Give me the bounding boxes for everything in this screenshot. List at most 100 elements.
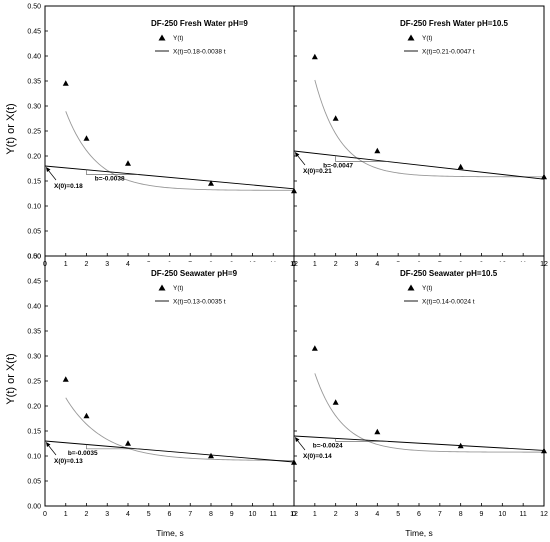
legend-background xyxy=(146,261,288,313)
y-tick-label: 0.05 xyxy=(27,229,41,236)
y-tick-label: 0.00 xyxy=(27,254,41,261)
data-point xyxy=(83,135,90,141)
x-tick-label: 0 xyxy=(292,511,296,518)
y-tick-label: 0.45 xyxy=(27,279,41,286)
x-tick-label: 3 xyxy=(105,511,109,518)
x-tick-label: 5 xyxy=(147,511,151,518)
panel-3: 0 1 2 3 4 5 6 7 8 9 10 11 120.000.050.100.150.200.25… xyxy=(27,254,298,519)
slope-label: b=-0.0024 xyxy=(313,442,343,449)
x-tick-label: 6 xyxy=(417,511,421,518)
data-point xyxy=(457,163,464,170)
data-point xyxy=(541,447,547,454)
x-tick-label: 4 xyxy=(375,261,379,268)
y-axis-title-bottom: Y(t) or X(t) xyxy=(5,353,17,404)
data-point xyxy=(208,180,214,186)
x-tick-label: 1 xyxy=(313,511,317,518)
fit-curve xyxy=(314,79,544,178)
data-point xyxy=(311,53,318,60)
y-tick-label: 0.20 xyxy=(27,404,41,411)
data-point xyxy=(62,376,69,382)
x-tick-label: 2 xyxy=(334,261,338,268)
slope-indicator xyxy=(86,444,139,450)
legend-label-y: Y(t) xyxy=(422,285,432,292)
data-point xyxy=(125,160,131,166)
x-tick-label: 1 xyxy=(313,261,317,268)
y-tick-label: 0.35 xyxy=(27,329,41,336)
legend-marker-triangle xyxy=(407,284,415,291)
y-tick-label: 0.15 xyxy=(27,429,41,436)
y-tick-label: 0.00 xyxy=(27,504,41,511)
x-tick-label: 11 xyxy=(270,511,277,518)
y-tick-label: 0.10 xyxy=(27,204,41,211)
x-tick-label: 3 xyxy=(355,511,359,518)
intercept-arrow-head xyxy=(46,167,51,172)
legend-marker-triangle xyxy=(158,284,166,291)
x-tick-label: 1 xyxy=(64,511,68,518)
intercept-arrow-head xyxy=(295,152,300,157)
intercept-label: X(0)=0.14 xyxy=(303,453,332,460)
legend-label-x: X(t)=0.21-0.0047 t xyxy=(422,49,475,56)
y-tick-label: 0.40 xyxy=(27,304,41,311)
slope-label: b=-0.0035 xyxy=(68,450,98,457)
x-tick-label: 4 xyxy=(126,261,130,268)
slope-indicator xyxy=(335,438,388,442)
legend-label-x: X(t)=0.14-0.0024 t xyxy=(422,299,475,306)
y-tick-label: 0.10 xyxy=(27,454,41,461)
slope-label: b=-0.0038 xyxy=(95,176,125,183)
x-tick-label: 8 xyxy=(209,511,213,518)
fit-curve xyxy=(65,111,295,191)
x-tick-label: 9 xyxy=(480,511,484,518)
x-axis-title-left: Time, s xyxy=(156,528,184,538)
legend-background xyxy=(395,11,537,63)
data-point xyxy=(83,412,90,419)
intercept-label: X(0)=0.18 xyxy=(54,183,83,190)
slope-indicator xyxy=(335,155,388,162)
data-point xyxy=(332,115,339,121)
x-tick-label: 12 xyxy=(540,511,548,518)
x-tick-label: 4 xyxy=(126,511,130,518)
x-tick-label: 7 xyxy=(438,511,442,518)
x-tick-label: 10 xyxy=(498,511,506,518)
data-point xyxy=(125,440,131,446)
y-tick-label: 0.45 xyxy=(27,29,41,36)
data-point xyxy=(374,428,381,435)
legend-background xyxy=(395,261,537,313)
x-tick-label: 3 xyxy=(105,261,109,268)
data-point xyxy=(208,452,214,459)
x-tick-label: 8 xyxy=(459,511,463,518)
y-tick-label: 0.15 xyxy=(27,179,41,186)
data-point xyxy=(374,147,381,154)
panel-title: DF-250 Seawater pH=10.5 xyxy=(400,269,498,278)
y-tick-label: 0.50 xyxy=(27,4,41,11)
x-tick-label: 5 xyxy=(396,511,400,518)
plot-frame xyxy=(293,255,545,507)
x-tick-label: 9 xyxy=(230,511,234,518)
slope-indicator xyxy=(86,169,139,175)
panel-title: DF-250 Seawater pH=9 xyxy=(151,269,238,278)
y-tick-label: 0.20 xyxy=(27,154,41,161)
x-tick-label: 4 xyxy=(375,511,379,518)
legend-label-y: Y(t) xyxy=(422,35,432,42)
intercept-label: X(0)=0.13 xyxy=(54,458,83,465)
legend-label-x: X(t)=0.18-0.0038 t xyxy=(173,49,226,56)
panel-title: DF-250 Fresh Water pH=10.5 xyxy=(400,19,509,28)
x-tick-label: 0 xyxy=(43,511,47,518)
y-tick-label: 0.30 xyxy=(27,104,41,111)
intercept-label: X(0)=0.21 xyxy=(303,168,332,175)
fit-curve xyxy=(314,373,544,453)
x-tick-label: 6 xyxy=(168,511,172,518)
data-point xyxy=(311,345,318,351)
x-tick-label: 3 xyxy=(355,261,359,268)
legend-label-y: Y(t) xyxy=(173,35,183,42)
y-tick-label: 0.25 xyxy=(27,129,41,136)
x-tick-label: 10 xyxy=(249,511,257,518)
y-tick-label: 0.25 xyxy=(27,379,41,386)
x-tick-label: 7 xyxy=(188,511,192,518)
x-tick-label: 12 xyxy=(290,511,298,518)
panels: 01234567891011120.000.050.100.150.200.25… xyxy=(27,4,548,519)
legend-background xyxy=(146,11,288,63)
x-tick-label: 2 xyxy=(85,261,89,268)
y-tick-label: 0.40 xyxy=(27,54,41,61)
y-tick-label: 0.30 xyxy=(27,354,41,361)
